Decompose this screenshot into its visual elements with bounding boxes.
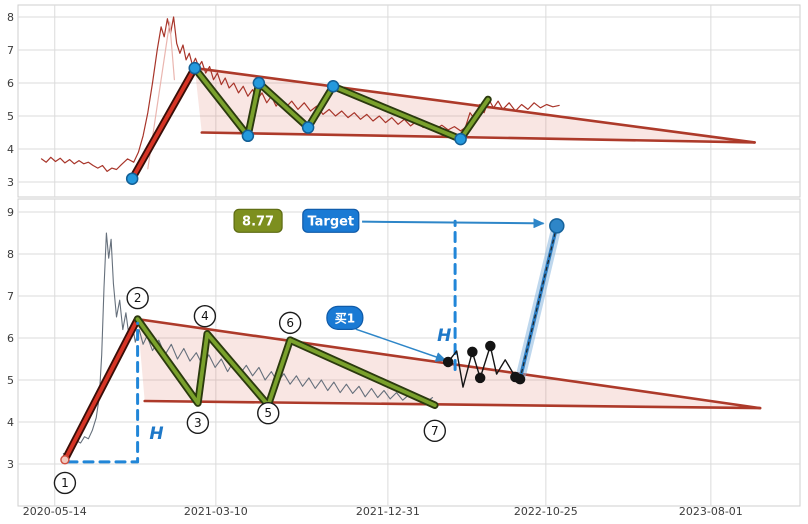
y-tick-label: 5: [7, 374, 14, 387]
pivot-dot: [252, 76, 266, 90]
pattern-zigzag: [135, 317, 437, 408]
target-arrow: [362, 218, 545, 229]
height-label-1: H: [149, 424, 163, 444]
y-tick-label: 5: [7, 110, 14, 123]
y-tick-label: 6: [7, 77, 14, 90]
pivot-dot: [301, 121, 315, 134]
price-line: [62, 232, 434, 457]
impulse-leg: [130, 66, 197, 181]
buy-arrow: [355, 328, 447, 362]
pivot-number-6: [278, 311, 302, 335]
target-label: [302, 208, 360, 233]
target-label-text: Target: [307, 214, 354, 229]
start-dot: [60, 455, 70, 465]
pivot-dot: [454, 132, 467, 146]
upper-trendline: [193, 66, 756, 144]
pivot-number-7: [423, 419, 447, 443]
y-tick-label: 9: [7, 206, 14, 219]
spike-echo-line: [147, 21, 175, 170]
pivot-number-1: [53, 471, 77, 495]
lower-panel[interactable]: 3 4 5 6 7 8 9 8.77 Target 买1 H H 1 2 3 4 5 6 7: [7, 198, 801, 507]
pivot-number-label: 1: [61, 476, 69, 490]
x-tick-label: 2021-03-10: [184, 505, 248, 518]
pivot-number-label: 7: [431, 424, 439, 438]
y-tick-label: 6: [7, 332, 14, 345]
buy-signal-label-text: 买1: [335, 311, 355, 325]
pivot-dot: [125, 172, 139, 185]
measured-move-label-text: 8.77: [242, 214, 274, 229]
pivot-number-label: 4: [201, 309, 209, 323]
pivot-dot: [188, 61, 201, 75]
target-dot: [549, 218, 565, 234]
height-label-2: H: [437, 326, 451, 346]
pivot-dot: [241, 129, 255, 143]
x-tick-label: 2021-12-31: [356, 505, 420, 518]
lower-panel-border: [17, 198, 801, 507]
pivot-number-label: 6: [286, 316, 294, 330]
pivot-number-label: 3: [194, 416, 202, 430]
pivot-number-3: [186, 411, 210, 435]
y-tick-label: 8: [7, 248, 14, 261]
pullback-dot: [485, 340, 496, 352]
x-tick-label: 2023-08-01: [679, 505, 743, 518]
y-tick-label: 8: [7, 11, 14, 24]
pivot-dot: [326, 80, 340, 93]
lower-trendline: [143, 399, 762, 410]
y-tick-label: 3: [7, 458, 14, 471]
height-measure-dashed: [66, 321, 140, 464]
y-tick-label: 7: [7, 290, 14, 303]
pivot-number-4: [193, 304, 217, 328]
impulse-leg: [63, 317, 140, 462]
pivot-number-label: 5: [264, 406, 272, 420]
buy-signal-label: [326, 305, 364, 330]
pivot-number-label: 2: [134, 291, 142, 305]
x-tick-label: 2020-05-14: [23, 505, 87, 518]
pullback-dot: [442, 356, 454, 368]
measured-move-label: [233, 208, 283, 233]
pullback-dot: [514, 373, 526, 385]
y-tick-label: 7: [7, 44, 14, 57]
pivot-number-5: [257, 401, 280, 425]
breakout-dotted: [519, 225, 558, 380]
pullback-dot: [467, 346, 478, 358]
y-tick-label: 4: [7, 416, 14, 429]
pivot-number-2: [126, 286, 149, 310]
lower-trendline: [200, 131, 756, 144]
pullback-dot: [474, 372, 486, 384]
y-tick-label: 4: [7, 143, 14, 156]
y-tick-label: 3: [7, 176, 14, 189]
upper-panel[interactable]: 3 4 5 6 7 8: [7, 4, 801, 198]
pullback-path: [447, 345, 521, 388]
x-tick-label: 2022-10-25: [514, 505, 578, 518]
